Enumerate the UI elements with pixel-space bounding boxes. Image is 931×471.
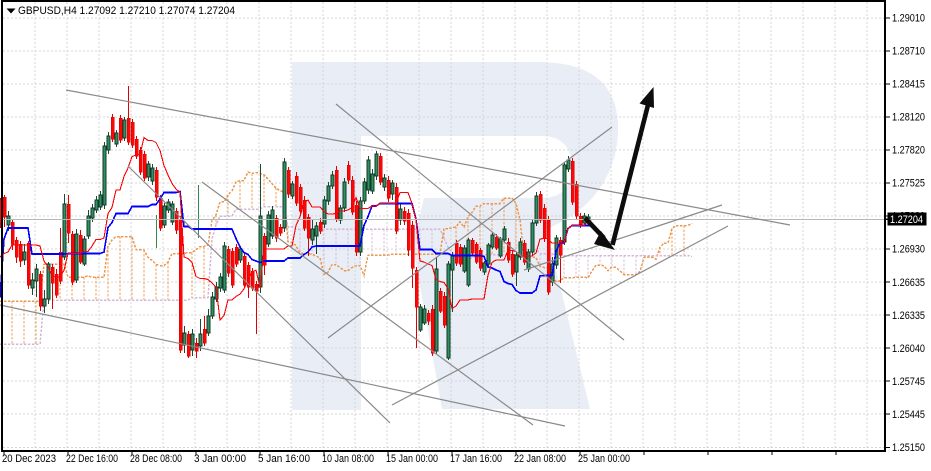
svg-text:GBPUSD,H4 1.27092 1.27210 1.2: GBPUSD,H4 1.27092 1.27210 1.27074 1.2720… bbox=[18, 5, 235, 17]
svg-text:1.28415: 1.28415 bbox=[892, 79, 925, 91]
svg-text:1.26635: 1.26635 bbox=[892, 277, 925, 289]
svg-text:1.27820: 1.27820 bbox=[892, 145, 925, 157]
svg-text:22 Jan 08:00: 22 Jan 08:00 bbox=[514, 453, 566, 465]
svg-text:1.29010: 1.29010 bbox=[892, 13, 925, 25]
svg-text:15 Jan 00:00: 15 Jan 00:00 bbox=[386, 453, 438, 465]
svg-text:17 Jan 16:00: 17 Jan 16:00 bbox=[450, 453, 502, 465]
svg-text:10 Jan 08:00: 10 Jan 08:00 bbox=[322, 453, 374, 465]
svg-text:25 Jan 00:00: 25 Jan 00:00 bbox=[578, 453, 630, 465]
svg-text:20 Dec 2023: 20 Dec 2023 bbox=[2, 453, 56, 465]
svg-text:5 Jan 16:00: 5 Jan 16:00 bbox=[258, 453, 310, 465]
svg-text:1.26930: 1.26930 bbox=[892, 244, 925, 256]
svg-text:1.26335: 1.26335 bbox=[892, 310, 925, 322]
svg-text:28 Dec 08:00: 28 Dec 08:00 bbox=[130, 453, 182, 465]
svg-text:1.27204: 1.27204 bbox=[890, 214, 923, 226]
svg-text:1.25445: 1.25445 bbox=[892, 409, 925, 421]
svg-text:22 Dec 16:00: 22 Dec 16:00 bbox=[66, 453, 118, 465]
svg-text:1.25150: 1.25150 bbox=[892, 442, 925, 454]
svg-text:1.28710: 1.28710 bbox=[892, 46, 925, 58]
svg-text:1.28120: 1.28120 bbox=[892, 112, 925, 124]
svg-text:1.26040: 1.26040 bbox=[892, 343, 925, 355]
svg-text:1.27525: 1.27525 bbox=[892, 178, 925, 190]
svg-text:3 Jan 00:00: 3 Jan 00:00 bbox=[194, 453, 246, 465]
svg-text:1.25745: 1.25745 bbox=[892, 376, 925, 388]
